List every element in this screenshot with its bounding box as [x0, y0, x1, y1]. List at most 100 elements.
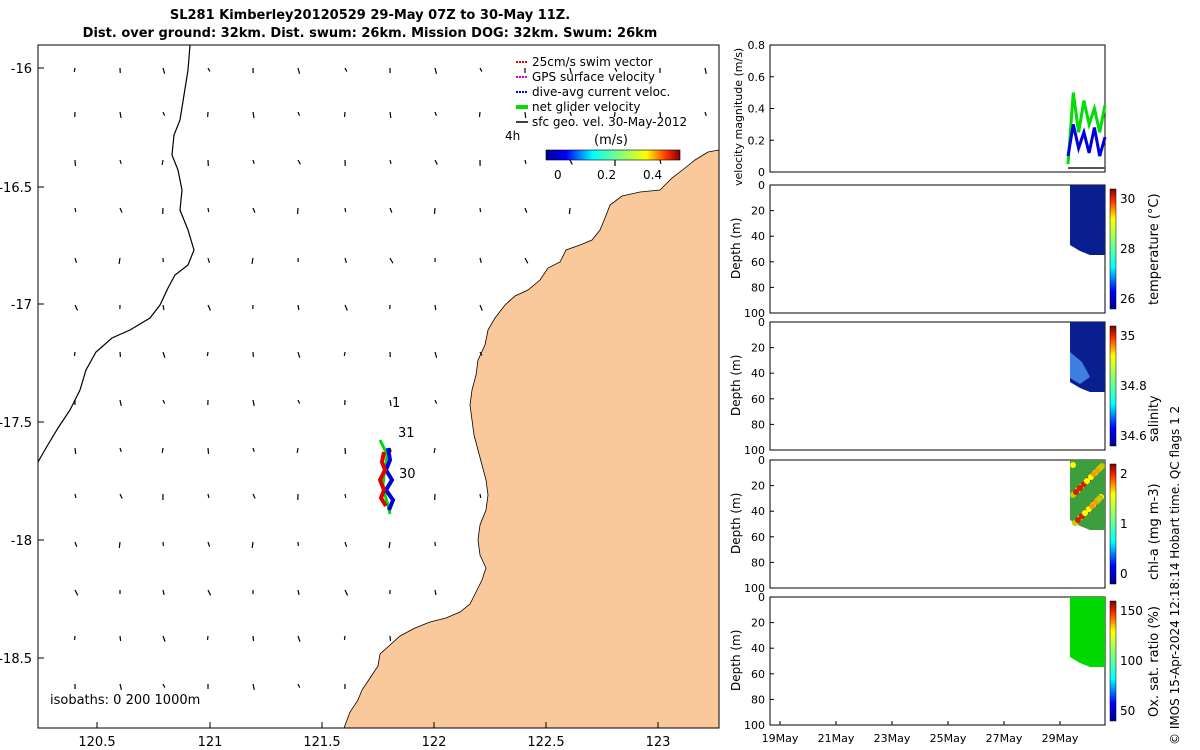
- depth-tick: 60: [751, 256, 765, 269]
- chl-sample-dot: [1077, 485, 1083, 491]
- geo-velocity-arrow: [343, 351, 346, 357]
- depth-tick: 20: [751, 205, 765, 218]
- geo-velocity-arrow: [118, 541, 121, 549]
- colorbar-tick: 150: [1120, 604, 1143, 618]
- depth-tick: 20: [751, 342, 765, 355]
- time-tick: 21May: [818, 732, 855, 745]
- depth-tick: 60: [751, 393, 765, 406]
- profile-data-block: [1070, 460, 1105, 530]
- chl-sample-dot: [1098, 464, 1104, 470]
- geo-velocity-arrow: [478, 111, 481, 118]
- depth-tick: 60: [751, 531, 765, 544]
- geo-velocity-arrow: [162, 351, 166, 358]
- geo-velocity-arrow: [297, 635, 301, 642]
- depth-tick: 80: [751, 693, 765, 706]
- geo-velocity-arrow: [389, 159, 392, 165]
- geo-velocity-arrow: [252, 683, 255, 690]
- geo-velocity-arrow: [297, 159, 301, 165]
- depth-ylabel: Depth (m): [729, 218, 743, 279]
- legend-geo: sfc geo. vel. 30-May-2012: [532, 115, 687, 129]
- geo-velocity-arrow: [206, 351, 209, 357]
- chl-sample-dot: [1089, 503, 1095, 509]
- depth-tick: 40: [751, 642, 765, 655]
- geo-velocity-arrow: [251, 257, 254, 265]
- geo-velocity-arrow: [297, 683, 301, 688]
- salinity-light-patch: [1070, 352, 1090, 384]
- figure-title-line2: Dist. over ground: 32km. Dist. swum: 26k…: [82, 26, 658, 41]
- velocity-series: [1066, 92, 1107, 169]
- geo-velocity-arrow: [252, 207, 256, 213]
- geo-velocity-arrow: [74, 304, 79, 311]
- cbar-tick-02: 0.2: [597, 168, 616, 182]
- swim-vector-track: [377, 451, 388, 508]
- geo-velocity-arrow: [704, 111, 707, 116]
- profile-data-block: [1070, 185, 1105, 255]
- geo-velocity-arrow: [252, 447, 255, 452]
- colorbar-tick: 1: [1120, 517, 1128, 531]
- geo-velocity-arrow: [704, 67, 707, 74]
- geo-velocity-arrow: [73, 351, 76, 357]
- colorbar-label: temperature (°C): [1147, 193, 1162, 305]
- geo-velocity-arrow: [568, 207, 571, 215]
- geo-velocity-arrow: [524, 207, 528, 213]
- depth-tick: 100: [744, 444, 765, 457]
- geo-velocity-arrow: [389, 257, 394, 264]
- chl-sample-dot: [1075, 517, 1081, 523]
- colorbar-label: salinity: [1147, 395, 1162, 442]
- map-x-tick: 123: [646, 735, 671, 750]
- map-x-tick: 122: [422, 735, 447, 750]
- depth-tick: 100: [744, 719, 765, 732]
- geo-velocity-arrow: [162, 635, 166, 642]
- chl-sample-dot: [1082, 510, 1088, 516]
- chl-sample-dot: [1070, 462, 1076, 468]
- geo-velocity-arrow: [119, 635, 122, 642]
- velocity-series-line: [1066, 92, 1107, 165]
- velocity-y-ticks: 0 0.2 0.4 0.6 0.8: [748, 39, 774, 179]
- colorbar-tick: 34.8: [1120, 379, 1147, 393]
- geo-velocity-arrow: [434, 111, 437, 116]
- shelf-break-isobath: [38, 45, 195, 463]
- depth-colorbar: [1109, 188, 1117, 310]
- geo-velocity-arrow: [433, 447, 436, 454]
- colorbar-title: (m/s): [594, 133, 628, 148]
- geo-velocity-arrow: [161, 159, 164, 166]
- depth-panel: 0 20 40 60 80 100 Depth (m) 35 34.8 34.6 salinity: [729, 316, 1162, 457]
- geo-velocity-arrow: [162, 111, 166, 116]
- geo-velocity-arrow: [119, 207, 123, 213]
- geo-velocity-arrow: [343, 635, 346, 641]
- geo-velocity-arrow: [252, 111, 255, 119]
- colorbar-tick: 50: [1120, 704, 1135, 718]
- geo-velocity-arrow: [433, 207, 436, 215]
- colorbar-label: Ox. sat. ratio (%): [1147, 606, 1162, 717]
- map-y-tick: -18: [11, 534, 32, 549]
- profile-data-block: [1070, 597, 1105, 667]
- geo-velocity-arrow: [524, 111, 527, 119]
- geo-velocity-arrow: [479, 67, 483, 72]
- geo-velocity-arrow: [162, 67, 166, 74]
- geo-velocity-arrow: [162, 399, 166, 404]
- geo-velocity-arrow: [162, 683, 166, 688]
- geo-velocity-arrow: [74, 589, 79, 596]
- map-x-tick: 120.5: [78, 735, 115, 750]
- legend-current: dive-avg current veloc.: [532, 85, 670, 99]
- geo-velocity-arrow: [297, 589, 300, 596]
- land: [343, 149, 719, 728]
- geo-velocity-arrow: [74, 257, 78, 263]
- map-x-tick: 121.5: [303, 735, 340, 750]
- geo-velocity-arrow: [344, 257, 347, 263]
- geo-velocity-arrow: [207, 207, 210, 213]
- depth-tick: 100: [744, 582, 765, 595]
- map-y-tick: -16: [11, 62, 32, 77]
- vel-y-tick: 0: [758, 166, 765, 179]
- cbar-tick-04: 0.4: [643, 168, 662, 182]
- colorbar-tick: 0: [1120, 567, 1128, 581]
- geo-velocity-arrow: [389, 447, 392, 453]
- cbar-tick-0: 0: [554, 168, 562, 182]
- geo-velocity-arrow: [614, 67, 618, 72]
- time-tick: 25May: [930, 732, 967, 745]
- depth-panel-frame: [769, 321, 1106, 451]
- time-tick: 29May: [1042, 732, 1079, 745]
- depth-panel: 0 20 40 60 80 100 Depth (m) 30 28 26 temperature (…: [729, 179, 1162, 320]
